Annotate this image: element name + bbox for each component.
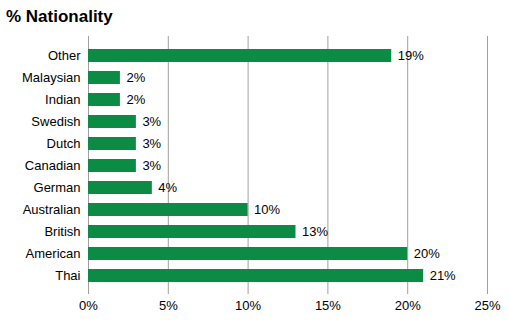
svg-text:Canadian: Canadian [25, 158, 81, 173]
svg-text:3%: 3% [142, 114, 161, 129]
svg-text:3%: 3% [142, 136, 161, 151]
svg-text:20%: 20% [395, 298, 421, 313]
svg-text:Other: Other [48, 48, 81, 63]
svg-text:British: British [44, 224, 80, 239]
svg-text:20%: 20% [414, 246, 440, 261]
svg-text:German: German [34, 180, 81, 195]
svg-text:10%: 10% [235, 298, 261, 313]
svg-text:0%: 0% [79, 298, 98, 313]
svg-text:Dutch: Dutch [47, 136, 81, 151]
svg-text:13%: 13% [302, 224, 328, 239]
svg-text:Swedish: Swedish [31, 114, 80, 129]
svg-text:3%: 3% [142, 158, 161, 173]
html-text:% Nationality: % Nationality [6, 7, 113, 26]
svg-text:Indian: Indian [45, 92, 80, 107]
svg-text:25%: 25% [474, 298, 500, 313]
svg-text:Malaysian: Malaysian [22, 70, 81, 85]
svg-text:15%: 15% [315, 298, 341, 313]
svg-text:21%: 21% [430, 268, 456, 283]
svg-text:2%: 2% [126, 92, 145, 107]
svg-text:Thai: Thai [55, 268, 80, 283]
svg-text:Australian: Australian [23, 202, 81, 217]
svg-text:American: American [26, 246, 81, 261]
svg-text:4%: 4% [158, 180, 177, 195]
svg-text:2%: 2% [126, 70, 145, 85]
svg-text:10%: 10% [254, 202, 280, 217]
svg-text:5%: 5% [159, 298, 178, 313]
svg-text:19%: 19% [398, 48, 424, 63]
